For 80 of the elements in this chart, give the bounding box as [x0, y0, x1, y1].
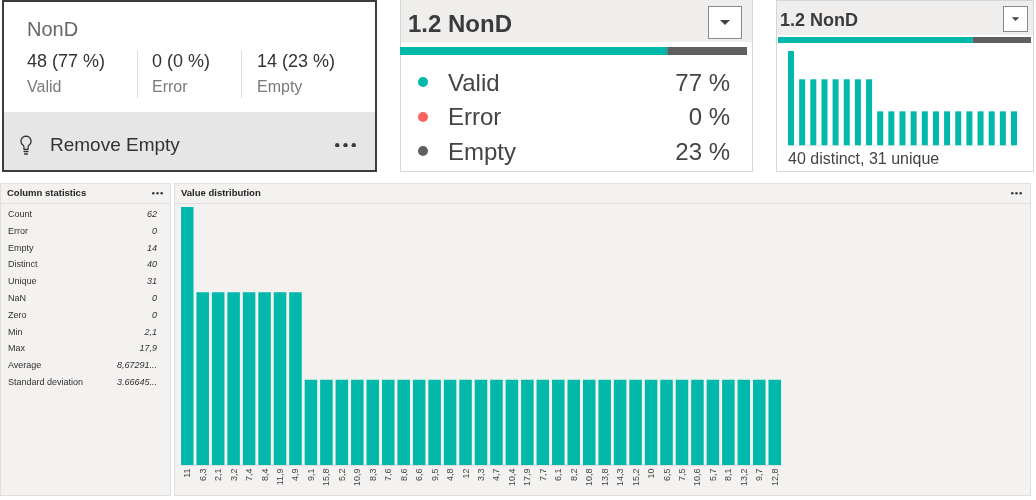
- x-tick-label: 4,9: [290, 468, 301, 482]
- text: 0: [151, 225, 157, 236]
- text: 23 %: [675, 137, 730, 165]
- x-tick-label: 7,4: [244, 468, 255, 482]
- x-tick-label: 10,4: [506, 468, 517, 487]
- x-tick-label: 9,5: [429, 468, 440, 482]
- category-label: Empty: [448, 136, 517, 167]
- category-label: Count: [8, 208, 33, 220]
- x-tick-label: 5,2: [336, 468, 347, 482]
- x-tick-label: 3,2: [228, 468, 239, 482]
- x-tick-label: 5,7: [707, 468, 718, 482]
- category-label: Valid: [448, 67, 500, 98]
- x-tick-label: 8,2: [568, 468, 579, 482]
- text: 0 (0 %): [152, 51, 211, 71]
- x-tick-label: 9,1: [305, 468, 316, 482]
- x-tick-label: 8,6: [398, 468, 409, 482]
- category-label: Zero: [8, 308, 27, 321]
- x-tick-label: 11,9: [275, 468, 286, 486]
- x-tick-label: 2,1: [213, 468, 224, 482]
- x-tick-label: 6,1: [553, 468, 564, 482]
- x-tick-label: 15,2: [630, 468, 641, 487]
- text: 14: [146, 242, 157, 253]
- text: Column statistics: [7, 187, 87, 199]
- text: 40: [146, 259, 157, 270]
- x-tick-label: 3,3: [476, 468, 486, 482]
- text: NonD: [27, 17, 79, 40]
- text: Empty: [257, 78, 303, 95]
- x-tick-label: 11: [182, 468, 193, 478]
- category-label: Standard deviation: [8, 376, 84, 388]
- category-label: Distinct: [8, 258, 38, 271]
- text: Error: [152, 78, 188, 95]
- text: Remove Empty: [50, 134, 180, 155]
- text: 0: [151, 309, 157, 320]
- text: 17,9: [139, 343, 157, 354]
- text: 40 distinct, 31 unique: [788, 150, 940, 167]
- x-tick-label: 6,6: [414, 468, 425, 482]
- text: 3.66645...: [116, 377, 157, 387]
- category-label: Error: [448, 102, 502, 132]
- chart-title: Value distribution: [181, 187, 261, 199]
- x-tick-label: 8,1: [723, 468, 734, 482]
- x-tick-label: 10,6: [692, 468, 703, 487]
- text: 48 (77 %): [27, 51, 106, 71]
- text: Valid: [27, 78, 62, 95]
- chart-title: 1.2 NonD: [780, 9, 859, 30]
- chart-title: 1.2 NonD: [408, 10, 513, 37]
- x-tick-label: 4,8: [445, 468, 456, 482]
- x-tick-label: 7,5: [676, 468, 687, 482]
- x-tick-label: 13,8: [599, 468, 610, 487]
- text: 8,67291...: [116, 360, 157, 371]
- x-tick-label: 7,7: [537, 468, 548, 482]
- category-label: Min: [8, 325, 23, 338]
- category-label: Unique: [8, 275, 37, 288]
- text: 0 %: [688, 103, 730, 130]
- text: 2,1: [144, 326, 157, 337]
- x-tick-label: 6,3: [197, 468, 208, 482]
- x-tick-label: 12: [460, 468, 471, 479]
- x-tick-label: 9,7: [754, 468, 765, 482]
- x-tick-label: 7,6: [383, 468, 394, 482]
- category-label: Error: [8, 224, 28, 237]
- x-tick-label: 14,3: [615, 468, 626, 487]
- text: 0: [151, 293, 157, 303]
- x-tick-label: 4,7: [491, 468, 502, 482]
- category-label: NaN: [8, 292, 27, 304]
- text: 77 %: [675, 68, 730, 96]
- x-tick-label: 10: [646, 468, 657, 479]
- category-label: Average: [8, 359, 42, 372]
- x-tick-label: 6,5: [661, 468, 672, 482]
- text: 14 (23 %): [257, 51, 336, 71]
- x-tick-label: 13,2: [738, 468, 749, 487]
- x-tick-label: 10,8: [584, 468, 595, 487]
- category-label: Max: [8, 342, 26, 355]
- category-label: Empty: [8, 241, 34, 254]
- x-tick-label: 8,4: [259, 468, 270, 482]
- text: 31: [146, 276, 157, 287]
- x-tick-label: 8,3: [367, 468, 378, 482]
- text: 62: [146, 209, 157, 219]
- x-tick-label: 10,9: [352, 468, 363, 487]
- x-tick-label: 12,8: [769, 468, 780, 487]
- x-tick-label: 15,8: [321, 468, 332, 487]
- x-tick-label: 17,9: [522, 468, 533, 487]
